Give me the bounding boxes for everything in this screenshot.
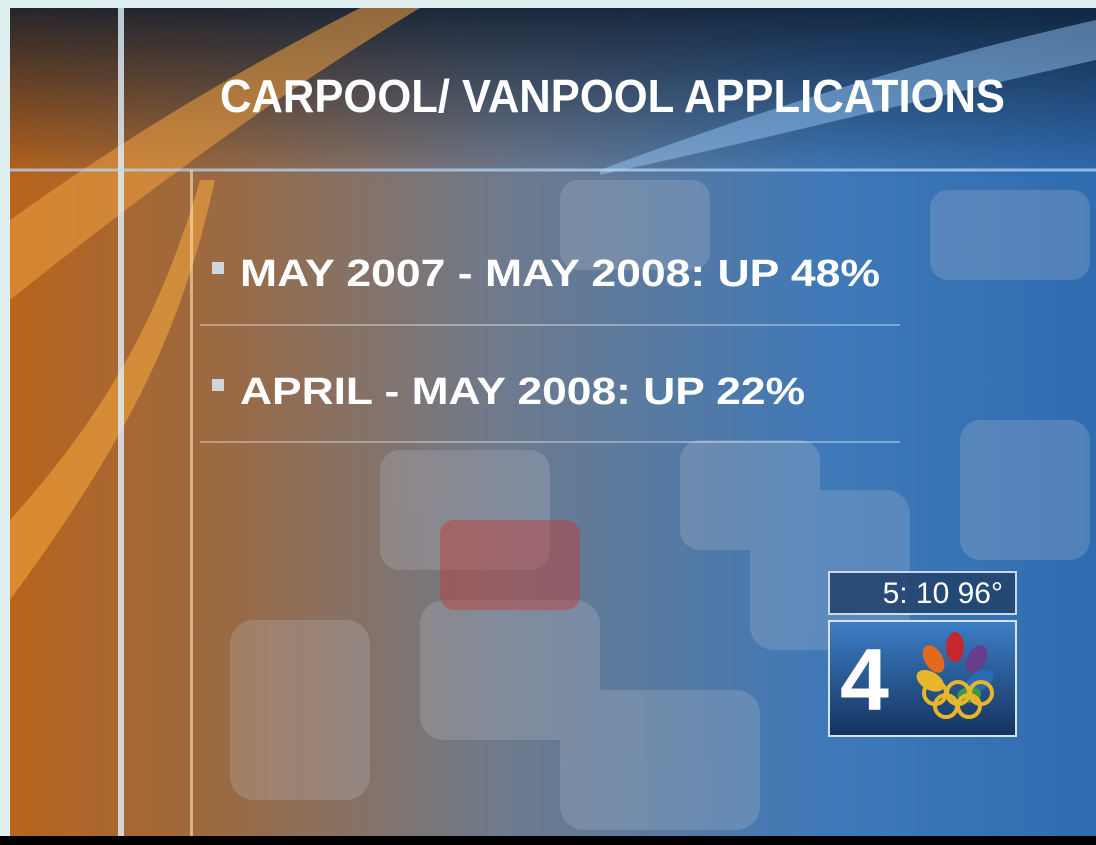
page: CARPOOL/ VANPOOL APPLICATIONS MAY 2007 -… — [0, 0, 1096, 845]
bottom-bar — [0, 836, 1096, 845]
screen: CARPOOL/ VANPOOL APPLICATIONS MAY 2007 -… — [0, 0, 1096, 845]
bullet-icon — [212, 262, 224, 274]
time-temperature: 5: 10 96° — [883, 577, 1003, 610]
bullet-text: APRIL - MAY 2008: UP 22% — [240, 371, 805, 413]
title: CARPOOL/ VANPOOL APPLICATIONS — [220, 70, 1005, 122]
bullet-icon — [212, 379, 224, 391]
bullet-text: MAY 2007 - MAY 2008: UP 48% — [240, 253, 880, 295]
channel-number: 4 — [840, 630, 889, 729]
station-bug: 5: 10 96° 4 — [829, 572, 1016, 736]
